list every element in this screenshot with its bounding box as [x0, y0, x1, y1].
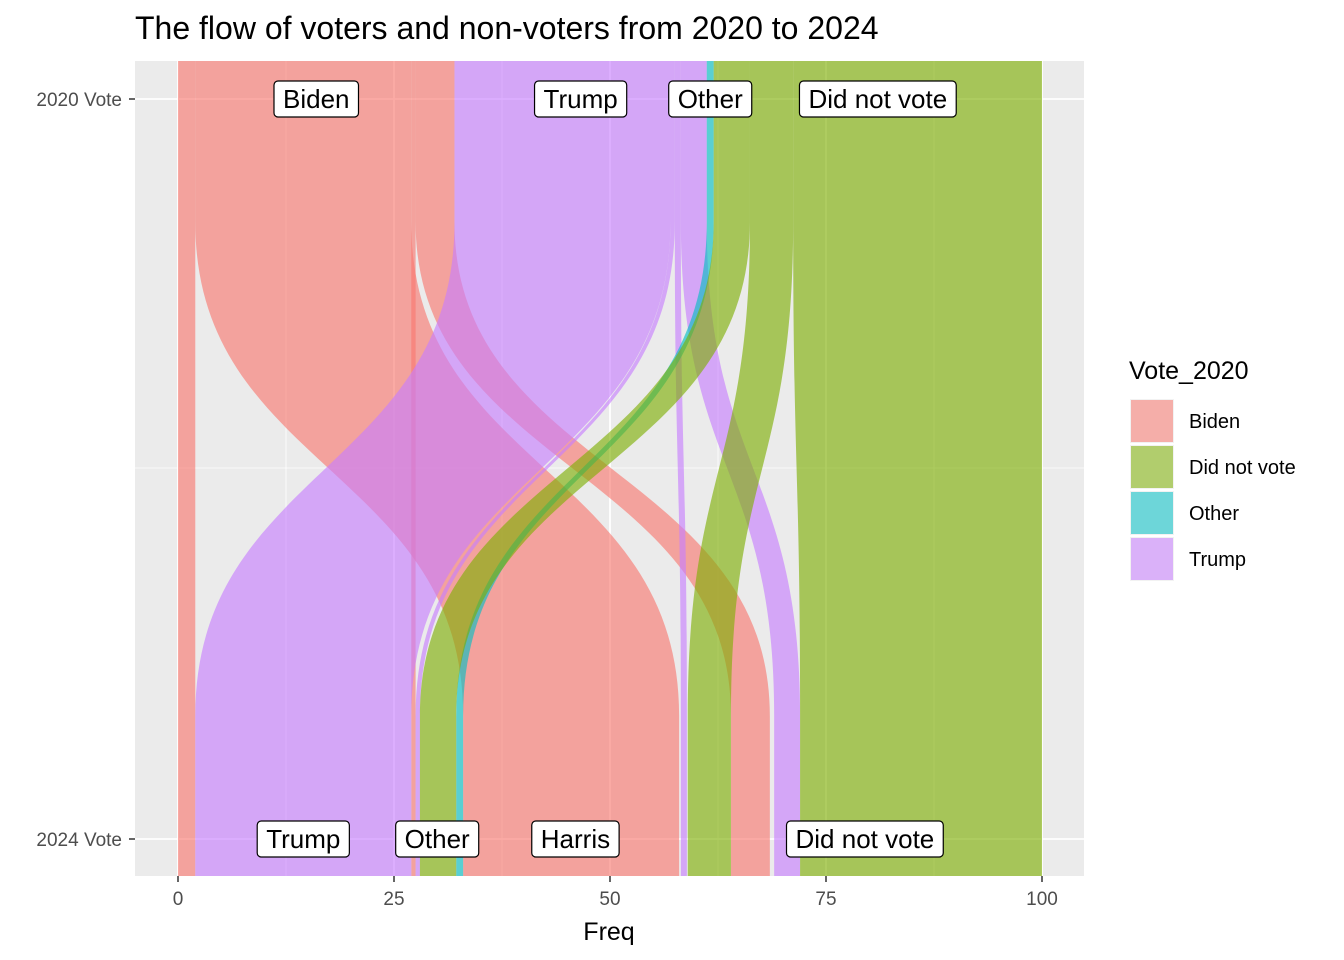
svg-text:Other: Other	[678, 84, 743, 114]
axes: 0 25 50 75 100 2020 Vote 2024 Vote	[36, 90, 1057, 910]
stratum-2024-did-not-vote: Did not vote	[785, 820, 944, 858]
x-axis-title: Freq	[583, 918, 634, 946]
stratum-2020-biden: Biden	[273, 80, 360, 118]
legend-swatch	[1131, 492, 1173, 534]
flow-did-not-vote-to-did-not-vote	[793, 61, 1042, 876]
x-tick-label: 50	[599, 889, 620, 910]
legend-title: Vote_2020	[1129, 357, 1249, 385]
legend-swatch	[1131, 538, 1173, 580]
legend-label: Biden	[1189, 411, 1240, 433]
x-tick-label: 25	[383, 889, 404, 910]
stratum-2020-other: Other	[668, 80, 753, 118]
chart-title: The flow of voters and non-voters from 2…	[135, 10, 879, 46]
stratum-2024-harris: Harris	[531, 820, 620, 858]
svg-text:Trump: Trump	[266, 824, 340, 854]
stratum-2024-other: Other	[395, 820, 480, 858]
flow-did-not-vote-to-harris	[687, 61, 794, 876]
flow-did-not-vote-to-other	[419, 61, 750, 876]
flow-biden-to-biden	[178, 61, 196, 876]
stratum-labels: Biden Trump Other Did not vote Trump Other Har…	[256, 80, 957, 858]
stratum-2020-did-not-vote: Did not vote	[798, 80, 957, 118]
legend: Vote_2020 Biden Did not vote Other Trump	[1129, 357, 1296, 581]
legend-swatch	[1131, 446, 1173, 488]
flow-trump-to-other	[415, 61, 675, 876]
stratum-2024-trump: Trump	[256, 820, 350, 858]
legend-label: Did not vote	[1189, 457, 1296, 479]
legend-swatch	[1131, 400, 1173, 442]
flow-ribbons	[178, 61, 1042, 876]
legend-label: Other	[1189, 503, 1239, 525]
svg-text:Trump: Trump	[544, 84, 618, 114]
svg-text:Harris: Harris	[541, 824, 610, 854]
svg-text:Did not vote: Did not vote	[796, 824, 935, 854]
x-tick-label: 75	[815, 889, 836, 910]
y-tick-label: 2024 Vote	[36, 830, 122, 851]
x-tick-label: 100	[1026, 889, 1058, 910]
legend-label: Trump	[1189, 549, 1246, 571]
x-tick-label: 0	[173, 889, 184, 910]
flow-trump-to-harris	[674, 61, 687, 876]
y-tick-label: 2020 Vote	[36, 90, 122, 111]
flow-trump-to-trump	[195, 61, 671, 876]
svg-text:Biden: Biden	[283, 84, 350, 114]
stratum-2020-trump: Trump	[533, 80, 628, 118]
svg-text:Did not vote: Did not vote	[808, 84, 947, 114]
svg-text:Other: Other	[405, 824, 470, 854]
